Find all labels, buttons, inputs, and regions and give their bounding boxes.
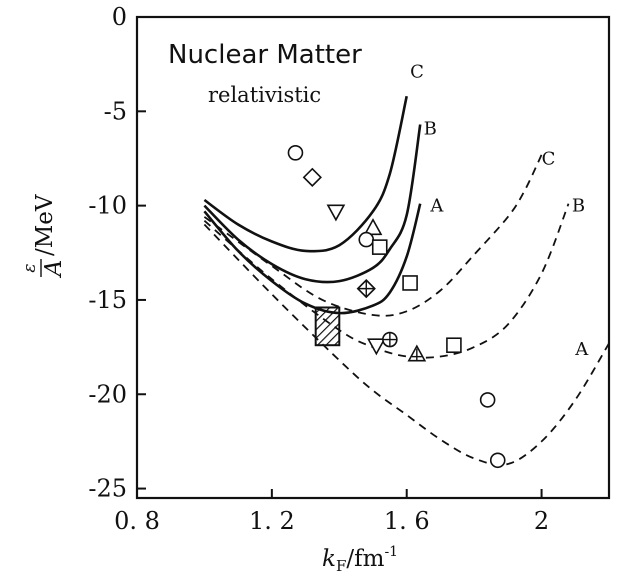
curve-solid-c [203,95,408,253]
marker-triangle-plus [407,344,427,362]
curve-label-dashed-b: B [572,196,585,217]
curve-label-dashed-c: C [542,148,556,169]
y-tick-label: 0 [112,3,127,31]
marker-diamond [302,167,322,187]
marker-triangle-down [326,204,346,222]
plot-frame [135,15,611,500]
marker-triangle-up [363,218,383,236]
x-tick-label: 1. 2 [249,507,295,535]
marker-square [402,275,418,291]
x-tick-label: 0. 8 [114,507,160,535]
empirical-saturation-region [314,306,341,347]
curve-group [203,95,610,466]
y-axis-ticks: 0 -5 -10 -15 -20 -25 [88,3,146,503]
marker-triangle-down [367,338,386,356]
curve-label-group: C B A C B A [410,62,589,360]
y-axis-label-numerator: ε [20,263,40,272]
curve-label-dashed-a: A [574,339,589,360]
x-tick-label: 2 [534,507,549,535]
y-axis-label-unit: /MeV [32,194,58,256]
x-axis-ticks: 0. 8 1. 2 1. 6 2 [114,489,549,535]
marker-group [287,145,506,469]
x-axis-label-subscript: F [336,557,346,575]
curve-label-solid-c: C [410,62,424,83]
x-axis-label-unit: /fm [346,546,384,572]
x-axis-label-symbol: k [322,546,336,572]
marker-circle-plus [382,331,398,348]
y-tick-label: -15 [88,286,127,314]
empirical-region-group [314,306,341,347]
curve-dashed-a [203,223,610,466]
curve-solid-a [203,203,422,315]
svg-text:kF/fm-1: kF/fm-1 [322,544,398,575]
annotation-title: Nuclear Matter [168,40,362,70]
curve-label-solid-a: A [429,196,444,217]
y-tick-label: -20 [88,380,127,408]
y-tick-label: -5 [104,97,127,125]
marker-square [446,337,462,354]
marker-circle [489,452,506,469]
marker-circle [358,231,375,248]
y-axis-label: ε A /MeV [20,194,67,278]
curve-label-solid-b: B [424,118,437,139]
curve-dashed-c [203,154,543,317]
annotation-subtitle: relativistic [208,83,321,107]
marker-square [371,239,388,255]
x-tick-label: 1. 6 [384,507,430,535]
y-tick-label: -25 [88,475,127,503]
marker-circle [287,145,304,161]
y-tick-label: -10 [88,192,127,220]
marker-diamond-plus [356,278,376,299]
y-axis-label-denominator: A [41,260,67,279]
marker-circle [479,392,496,408]
x-axis-label: kF/fm-1 [322,544,398,575]
x-axis-label-exponent: -1 [384,544,398,560]
curve-solid-b [203,124,422,284]
